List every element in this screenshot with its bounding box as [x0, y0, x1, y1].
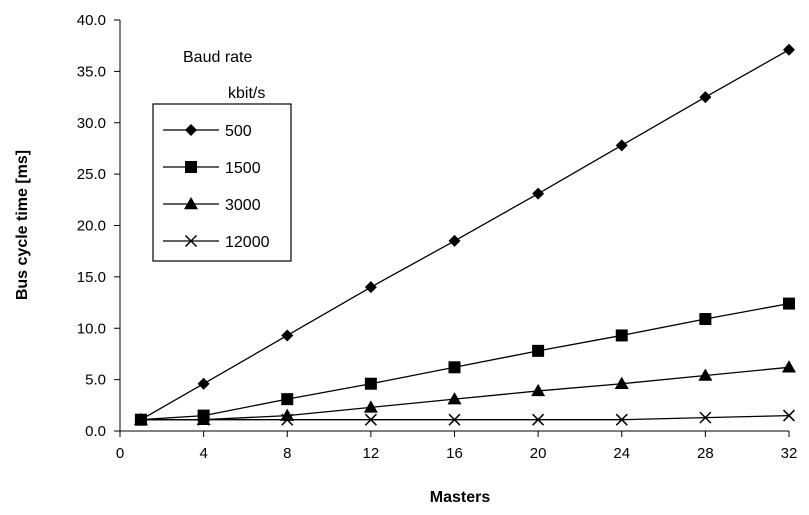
y-tick-label: 5.0 [85, 372, 106, 389]
legend-marker-x [184, 234, 198, 248]
y-tick-label: 10.0 [77, 320, 106, 337]
x-tick-label: 20 [530, 445, 547, 462]
data-point-3000 [280, 408, 295, 421]
data-point-1500 [699, 313, 712, 326]
data-point-12000 [699, 411, 712, 424]
series-line-1500 [140, 302, 790, 421]
y-tick-label: 30.0 [77, 115, 106, 132]
series-1500 [134, 297, 795, 426]
data-point-1500 [364, 377, 377, 390]
y-tick-label: 0.0 [85, 423, 106, 440]
data-point-12000 [134, 413, 147, 426]
axes: 0.0 5.0 10.0 15.0 20.0 25.0 30.0 35.0 40.0 0 4 8 12 1… [77, 12, 798, 462]
data-point-1500 [615, 329, 628, 342]
data-point-3000 [531, 383, 546, 397]
legend-label: 1500 [225, 160, 261, 177]
data-point-3000 [782, 360, 796, 373]
x-tick-label: 32 [781, 445, 798, 462]
series-3000 [133, 360, 796, 425]
y-tick-label: 15.0 [77, 269, 106, 286]
data-point-500 [615, 139, 628, 152]
data-point-12000 [532, 413, 545, 426]
x-tick-label: 12 [363, 445, 380, 462]
legend-label: 3000 [225, 197, 261, 214]
data-point-12000 [615, 413, 628, 426]
legend-subtitle: kbit/s [228, 85, 265, 102]
legend-marker-square [185, 161, 197, 173]
data-point-500 [699, 91, 712, 104]
data-point-3000 [698, 368, 713, 381]
data-point-500 [448, 234, 461, 247]
data-point-1500 [532, 344, 545, 357]
legend-marker-diamond [185, 124, 197, 136]
legend-title: Baud rate [183, 49, 252, 66]
data-point-12000 [448, 413, 461, 426]
x-tick-label: 24 [613, 445, 630, 462]
data-point-500 [783, 43, 795, 56]
legend-entry-12000: 12000 [163, 234, 270, 251]
legend-label: 500 [225, 123, 252, 140]
data-point-500 [197, 377, 210, 390]
data-point-12000 [197, 413, 210, 426]
legend-box [152, 103, 292, 262]
data-point-12000 [782, 409, 796, 422]
series-12000 [134, 409, 796, 426]
legend-entry-500: 500 [163, 123, 252, 140]
legend: Baud rate kbit/s 500 1500 3000 12000 [152, 49, 292, 262]
y-tick-label: 35.0 [77, 63, 106, 80]
legend-label: 12000 [225, 234, 270, 251]
legend-entry-3000: 3000 [163, 197, 261, 214]
y-tick-label: 20.0 [77, 218, 106, 235]
y-tick-label: 25.0 [77, 166, 106, 183]
data-point-500 [364, 281, 377, 294]
data-point-500 [532, 187, 545, 200]
data-point-3000 [447, 392, 462, 405]
data-point-12000 [281, 413, 294, 426]
x-tick-label: 28 [697, 445, 714, 462]
x-tick-label: 16 [446, 445, 463, 462]
data-point-1500 [281, 393, 294, 406]
legend-entries: 500 1500 3000 12000 [163, 123, 270, 251]
data-point-3000 [363, 400, 378, 413]
legend-marker-triangle [184, 197, 198, 210]
y-axis-title: Bus cycle time [ms] [14, 150, 31, 300]
series-layer [133, 43, 796, 426]
x-axis-title: Masters [430, 489, 491, 506]
y-tick-label: 40.0 [77, 12, 106, 29]
data-point-1500 [448, 361, 461, 374]
data-point-1500 [783, 297, 795, 310]
x-tick-label: 0 [116, 445, 124, 462]
data-point-3000 [614, 376, 629, 389]
x-tick-label: 4 [199, 445, 207, 462]
series-line-3000 [140, 366, 790, 421]
data-point-500 [281, 329, 294, 342]
series-500 [134, 43, 795, 426]
data-point-12000 [364, 413, 377, 426]
x-tick-label: 8 [283, 445, 291, 462]
legend-entry-1500: 1500 [163, 160, 261, 177]
